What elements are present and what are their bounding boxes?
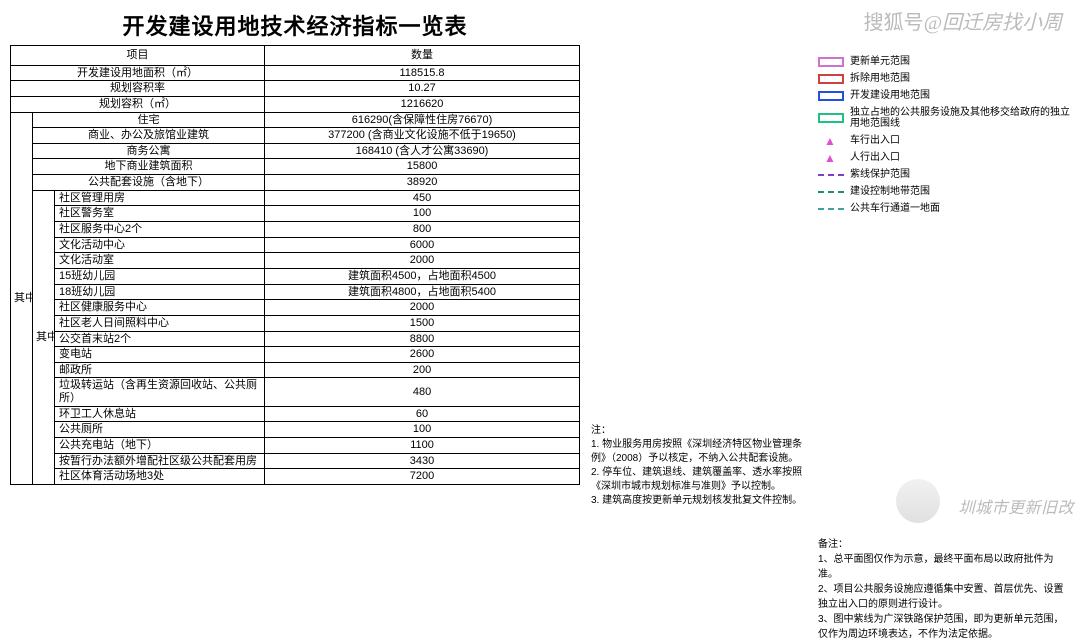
legend-label: 开发建设用地范围 [850,90,930,101]
g1-key: 地下商业建筑面积 [33,159,265,175]
g1-val: 38920 [265,175,580,191]
g2-val: 建筑面积4500，占地面积4500 [265,268,580,284]
logo-text: 圳城市更新旧改 [958,494,1074,518]
legend-row: 拆除用地范围 [818,70,1072,87]
g2-key: 文化活动中心 [55,237,265,253]
g2-val: 8800 [265,331,580,347]
legend-row: ▲人行出入口 [818,149,1072,166]
note-line: 2. 停车位、建筑退线、建筑覆盖率、透水率按照《深圳市城市规划标准与准则》予以控… [591,466,804,494]
g2-val: 800 [265,222,580,238]
legend-label: 更新单元范围 [850,56,910,67]
legend-row: 紫线保护范围 [818,166,1072,183]
g2-key: 社区管理用房 [55,190,265,206]
g2-val: 1500 [265,315,580,331]
legend-panel: 更新单元范围拆除用地范围开发建设用地范围独立占地的公共服务设施及其他移交给政府的… [810,0,1080,548]
legend-label: 建设控制地带范围 [850,186,930,197]
watermark: 搜狐号@回迁房找小周 [864,6,1062,35]
notes-panel: 注： 1. 物业服务用房按照《深圳经济特区物业管理条例》（2008）予以核定，不纳… [585,0,810,548]
top-val: 1216620 [265,96,580,112]
legend-row: 更新单元范围 [818,53,1072,70]
g2-val: 2000 [265,253,580,269]
top-key: 开发建设用地面积（㎡） [11,65,265,81]
legend-row: ▲车行出入口 [818,132,1072,149]
top-val: 10.27 [265,81,580,97]
g2-key: 文化活动室 [55,253,265,269]
g2-val: 6000 [265,237,580,253]
g2-key: 15班幼儿园 [55,268,265,284]
top-key: 规划容积率 [11,81,265,97]
legend-label: 公共车行通道一地面 [850,203,940,214]
legend-row: 公共车行通道一地面 [818,200,1072,217]
group2-label: 其中 [33,190,55,484]
g2-val: 2600 [265,347,580,363]
g2-val: 450 [265,190,580,206]
g2-val: 7200 [265,469,580,485]
g2-key: 社区服务中心2个 [55,222,265,238]
g2-key: 按暂行办法额外增配社区级公共配套用房 [55,453,265,469]
legend-row: 建设控制地带范围 [818,183,1072,200]
g1-key: 商务公寓 [33,143,265,159]
g2-val: 1100 [265,438,580,454]
g2-key: 公交首末站2个 [55,331,265,347]
legend-label: 拆除用地范围 [850,73,910,84]
g2-key: 18班幼儿园 [55,284,265,300]
g1-key: 住宅 [33,112,265,128]
note-line: 1. 物业服务用房按照《深圳经济特区物业管理条例》（2008）予以核定，不纳入公… [591,438,804,466]
legend-label: 独立占地的公共服务设施及其他移交给政府的独立用地范围线 [850,107,1072,129]
th-qty: 数量 [265,46,580,66]
g1-val: 377200 (含商业文化设施不低于19650) [265,128,580,144]
g2-key: 公共厕所 [55,422,265,438]
remarks-title: 备注： [818,537,1072,552]
legend-label: 人行出入口 [850,152,900,163]
top-key: 规划容积（㎡） [11,96,265,112]
page-title: 开发建设用地技术经济指标一览表 [10,5,580,45]
logo-watermark [896,479,940,523]
g2-val: 60 [265,406,580,422]
legend-label: 车行出入口 [850,135,900,146]
notes-lead: 注： [591,425,611,436]
g2-key: 社区体育活动场地3处 [55,469,265,485]
g1-val: 616290(含保障性住房76670) [265,112,580,128]
g2-val: 100 [265,422,580,438]
legend-row: 开发建设用地范围 [818,87,1072,104]
table-panel: 开发建设用地技术经济指标一览表 项目数量开发建设用地面积（㎡）118515.8规… [0,0,585,548]
g2-key: 社区健康服务中心 [55,300,265,316]
remark-line: 2、项目公共服务设施应遵循集中安置、首层优先、设置独立出入口的原则进行设计。 [818,582,1072,612]
g1-val: 15800 [265,159,580,175]
g2-key: 社区老人日间照料中心 [55,315,265,331]
g2-key: 邮政所 [55,362,265,378]
g1-key: 商业、办公及旅馆业建筑 [33,128,265,144]
g2-val: 建筑面积4800，占地面积5400 [265,284,580,300]
g1-val: 168410 (含人才公寓33690) [265,143,580,159]
g2-key: 环卫工人休息站 [55,406,265,422]
g2-val: 200 [265,362,580,378]
g2-val: 480 [265,378,580,406]
g1-key: 公共配套设施（含地下） [33,175,265,191]
top-val: 118515.8 [265,65,580,81]
note-line: 3. 建筑高度按更新单元规划核发批复文件控制。 [591,494,804,508]
g2-key: 垃圾转运站（含再生资源回收站、公共厕所） [55,378,265,406]
g2-key: 变电站 [55,347,265,363]
th-item: 项目 [11,46,265,66]
g2-val: 100 [265,206,580,222]
remark-line: 1、总平面图仅作为示意，最终平面布局以政府批件为准。 [818,552,1072,582]
g2-key: 公共充电站（地下） [55,438,265,454]
legend-row: 独立占地的公共服务设施及其他移交给政府的独立用地范围线 [818,104,1072,132]
g2-key: 社区警务室 [55,206,265,222]
indicator-table: 项目数量开发建设用地面积（㎡）118515.8规划容积率10.27规划容积（㎡）… [10,45,580,485]
remark-line: 3、图中紫线为广深铁路保护范围，即为更新单元范围，仅作为周边环境表达，不作为法定… [818,612,1072,642]
group1-label: 其中 [11,112,33,484]
g2-val: 3430 [265,453,580,469]
legend-label: 紫线保护范围 [850,169,910,180]
g2-val: 2000 [265,300,580,316]
